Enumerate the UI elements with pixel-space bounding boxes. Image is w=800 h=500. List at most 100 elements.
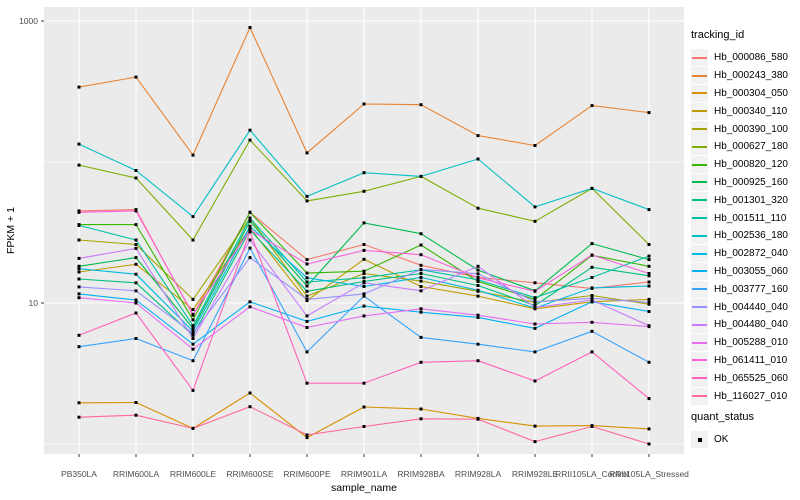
data-point [533,281,537,285]
legend-key-line [692,145,707,148]
x-tick-label: RRIM928LE [512,469,559,479]
data-point [362,281,366,285]
data-point [191,347,195,351]
data-point [533,322,537,326]
data-point [419,285,423,288]
data-point [590,425,594,428]
data-point [134,337,138,340]
data-point [191,388,195,392]
data-point [134,238,138,242]
data-point [305,319,309,323]
legend-key-line [692,395,707,398]
data-point [647,111,651,115]
legend-item-Hb_065525_060: Hb_065525_060 [691,369,799,387]
data-point [77,142,81,146]
x-tick-label: RRIM901LA [341,469,388,479]
legend-key-line [692,128,707,131]
legend-item-label: Hb_000340_110 [714,105,788,117]
data-point [134,413,138,417]
data-point [362,257,366,261]
data-point [590,242,594,246]
data-point [305,314,309,318]
data-point [419,307,423,311]
data-point [191,308,195,311]
legend-item-label: Hb_004480_040 [714,319,788,331]
quant-status-item: OK [691,431,799,449]
data-point [419,263,423,267]
data-point [533,305,537,309]
data-point [77,292,81,296]
data-point [362,314,366,318]
data-point [419,267,423,271]
legend-key-line [692,323,707,326]
data-point [590,296,594,300]
data-point [248,230,252,234]
data-point [647,325,651,329]
data-point [533,296,537,300]
legend-key-line [692,341,707,344]
legend-item-label: Hb_002872_040 [714,248,788,260]
legend-key-icon [691,173,708,191]
data-point [419,417,423,421]
data-point [590,294,594,297]
data-point [77,210,81,214]
data-point [134,298,138,302]
data-point [77,223,81,227]
x-tick-label: RRIM928LA [455,469,502,479]
data-point [305,326,309,329]
data-point [362,171,366,175]
data-point [647,442,651,446]
data-point [533,304,537,307]
data-point [305,271,309,275]
x-tick-label: RRII105LA_Stressed [609,469,689,479]
data-point [134,243,138,246]
data-point [305,262,309,266]
legend-item-Hb_003055_060: Hb_003055_060 [691,262,799,281]
data-point [362,285,366,288]
data-point [305,294,309,298]
legend-item-Hb_004440_040: Hb_004440_040 [691,298,799,316]
data-point [647,272,651,275]
data-point [647,208,651,212]
data-point [134,262,138,266]
legend-key-icon [691,49,708,67]
legend-item-label: Hb_116027_010 [714,390,788,402]
black-square-point-icon [697,437,702,442]
data-point [476,264,480,268]
data-point [476,342,480,346]
legend-title-tracking-id: tracking_id [691,29,745,41]
data-point [191,324,195,328]
data-point [191,153,195,157]
data-point [476,206,480,210]
legend-key-line [692,252,707,255]
data-point [134,401,138,404]
data-point [305,289,309,293]
data-point [476,315,480,319]
data-point [305,350,309,354]
data-point [362,405,366,409]
data-point [191,331,195,335]
data-point [134,256,138,260]
legend-item-label: Hb_000243_380 [714,70,788,82]
data-point [77,267,81,271]
data-point [248,256,252,260]
legend-key-line [692,199,707,202]
legend-item-label: Hb_002536_180 [714,230,788,242]
data-point [647,284,651,288]
data-point [134,289,138,293]
legend-item-Hb_000925_160: Hb_000925_160 [691,173,799,192]
data-point [305,199,309,203]
data-point [248,219,252,223]
data-point [647,243,651,246]
data-point [248,300,252,304]
quant-status-key-icon [691,431,708,449]
legend-item-Hb_000304_050: Hb_000304_050 [691,84,799,103]
data-point [191,312,195,316]
data-point [647,427,651,431]
data-point [476,157,480,161]
legend-key-icon [691,84,708,102]
data-point [305,433,309,437]
x-tick-label: RRIM928BA [397,469,445,479]
legend-item-label: Hb_005288_010 [714,337,788,349]
legend-key-icon [691,369,708,387]
